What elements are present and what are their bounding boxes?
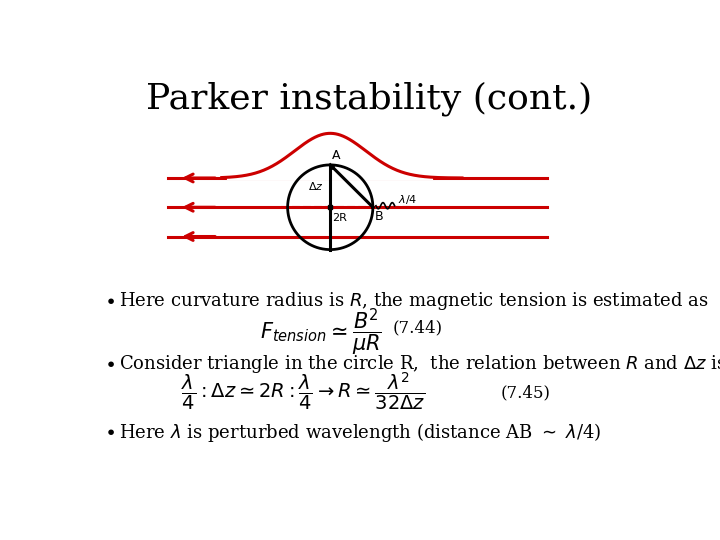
Text: $\dfrac{\lambda}{4} : \Delta z \simeq 2R : \dfrac{\lambda}{4} \rightarrow R \sim: $\dfrac{\lambda}{4} : \Delta z \simeq 2R… bbox=[181, 370, 426, 411]
Text: B: B bbox=[375, 210, 384, 222]
Text: Parker instability (cont.): Parker instability (cont.) bbox=[146, 82, 592, 116]
Text: $\bullet$: $\bullet$ bbox=[104, 353, 115, 372]
Text: Consider triangle in the circle R,  the relation between $R$ and $\Delta z$ is: Consider triangle in the circle R, the r… bbox=[120, 353, 720, 375]
Text: (7.45): (7.45) bbox=[500, 384, 551, 401]
Text: $\Delta z$: $\Delta z$ bbox=[308, 180, 324, 192]
Text: Here curvature radius is $R$, the magnetic tension is estimated as: Here curvature radius is $R$, the magnet… bbox=[120, 289, 709, 312]
Text: $\lambda/4$: $\lambda/4$ bbox=[397, 193, 417, 206]
Text: $\bullet$: $\bullet$ bbox=[104, 421, 115, 440]
Text: $\bullet$: $\bullet$ bbox=[104, 289, 115, 309]
Text: $F_{tension} \simeq \dfrac{B^2}{\mu R}$: $F_{tension} \simeq \dfrac{B^2}{\mu R}$ bbox=[261, 307, 382, 359]
Text: A: A bbox=[332, 149, 341, 162]
Bar bbox=[328, 205, 332, 209]
Text: 2R: 2R bbox=[333, 213, 348, 224]
Text: (7.44): (7.44) bbox=[392, 319, 442, 336]
Text: Here $\lambda$ is perturbed wavelength (distance AB $\sim$ $\lambda$/4): Here $\lambda$ is perturbed wavelength (… bbox=[120, 421, 602, 443]
